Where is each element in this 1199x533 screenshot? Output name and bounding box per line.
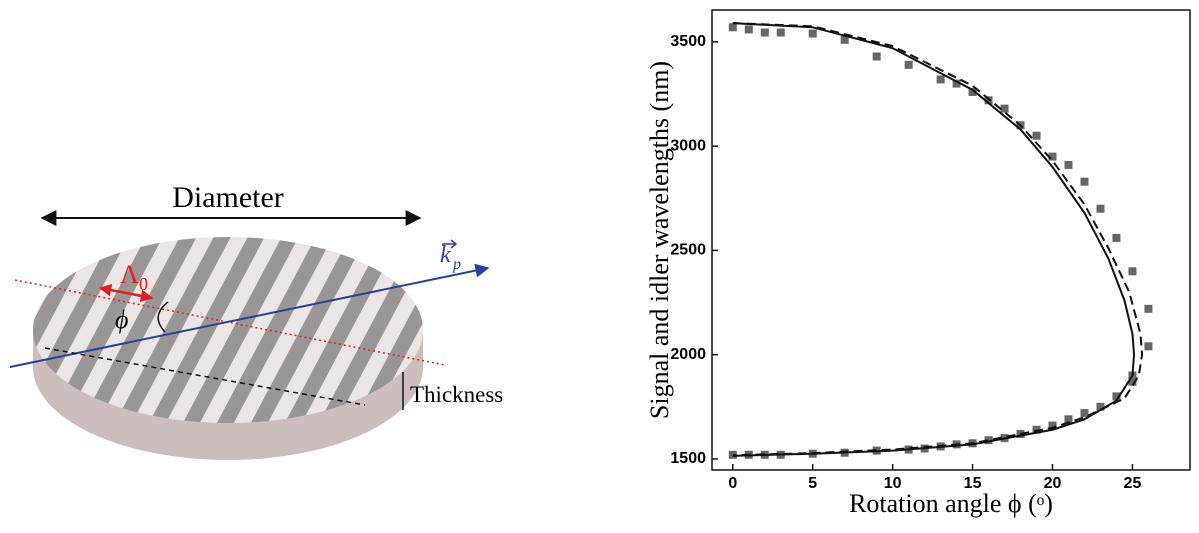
dashed-path — [44, 347, 366, 406]
data-point — [1128, 267, 1137, 276]
data-point — [968, 87, 977, 96]
data-point — [1096, 402, 1105, 411]
disk-top — [33, 237, 423, 423]
data-point — [1144, 342, 1153, 351]
data-point — [952, 79, 961, 88]
fit-curve — [732, 22, 1144, 457]
plot-frame — [711, 9, 1191, 471]
y-tick-label: 2000 — [670, 346, 706, 363]
data-point — [1032, 425, 1041, 434]
y-tick-label: 1500 — [670, 450, 706, 467]
y-tick-label: 2500 — [670, 242, 706, 259]
data-point — [984, 436, 993, 445]
data-point — [936, 75, 945, 84]
x-tick-label: 5 — [808, 475, 817, 492]
phi-label: ϕ — [115, 305, 128, 334]
data-point — [1096, 204, 1105, 213]
lambda-sub: 0 — [139, 274, 148, 294]
data-point — [1032, 131, 1041, 140]
data-point — [776, 28, 785, 37]
pump-beam — [9, 263, 490, 368]
angle-arc — [157, 301, 169, 333]
thickness-label: Thickness — [410, 382, 503, 407]
lambda-label: Λ — [120, 260, 139, 289]
data-point — [872, 52, 881, 61]
data-point — [1064, 160, 1073, 169]
grating-normal — [14, 279, 446, 366]
data-point — [1128, 377, 1137, 386]
period-arrow — [98, 283, 154, 303]
data-point — [1112, 392, 1121, 401]
y-axis-label: Signal and idler wavelengths (nm) — [645, 61, 674, 419]
data-point — [1048, 152, 1057, 161]
y-tick-label: 3500 — [670, 33, 706, 50]
x-tick-label: 20 — [1044, 475, 1062, 492]
k-label: k — [440, 242, 451, 268]
data-point — [744, 25, 753, 34]
x-axis-label: Rotation angle ϕ (ᵒ) — [849, 489, 1053, 518]
data-point — [1112, 233, 1121, 242]
data-point — [840, 35, 849, 44]
data-point — [1144, 304, 1153, 313]
data-point — [728, 23, 737, 32]
diameter-label: Diameter — [172, 181, 284, 214]
k-sub: p — [452, 256, 461, 273]
x-tick-label: 0 — [728, 475, 737, 492]
x-tick-label: 15 — [964, 475, 982, 492]
plot: Rotation angle ϕ (ᵒ) Signal and idler wa… — [645, 9, 1191, 518]
data-point — [1080, 177, 1089, 186]
data-point — [1080, 409, 1089, 418]
data-point — [808, 29, 817, 38]
x-tick-label: 10 — [884, 475, 902, 492]
vector-arrow — [442, 239, 458, 249]
data-point — [1064, 415, 1073, 424]
crystal-diagram: Diameter k p Λ 0 ϕ Thickness — [9, 181, 503, 460]
data-point — [1048, 421, 1057, 430]
x-tick-label: 25 — [1124, 475, 1142, 492]
data-point — [904, 60, 913, 69]
fit-curve — [732, 22, 1136, 457]
data-point — [760, 28, 769, 37]
y-tick-label: 3000 — [670, 137, 706, 154]
data-point — [1000, 104, 1009, 113]
data-point — [984, 96, 993, 105]
